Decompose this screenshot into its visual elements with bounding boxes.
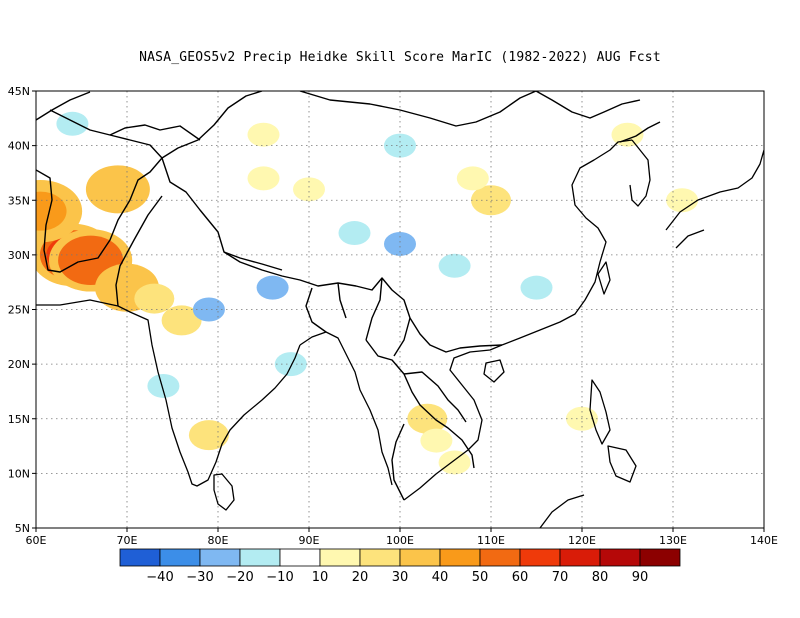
field-india-east bbox=[192, 297, 225, 322]
field-afghanistan bbox=[85, 165, 150, 214]
coastline-luzon bbox=[589, 379, 611, 445]
colorbar-swatch bbox=[319, 548, 361, 567]
lon-tick-label: 130E bbox=[659, 534, 687, 547]
colorbar-label: 60 bbox=[512, 570, 529, 585]
colorbar-label: −20 bbox=[226, 570, 253, 585]
field-south-china-2 bbox=[438, 253, 471, 278]
colorbar-swatch bbox=[239, 548, 281, 567]
coastline-philippines-south bbox=[607, 445, 637, 483]
coastline-taiwan bbox=[597, 261, 611, 295]
field-india-sw bbox=[147, 373, 180, 398]
field-india-central bbox=[161, 305, 202, 336]
coastline-india-west bbox=[36, 299, 301, 487]
lat-tick-label: 25N bbox=[8, 304, 30, 317]
colorbar-label: 40 bbox=[432, 570, 449, 585]
gridlines bbox=[36, 91, 764, 528]
field-tibet-south bbox=[338, 221, 371, 246]
colorbar-label: 10 bbox=[312, 570, 329, 585]
field-iran-east bbox=[36, 179, 83, 243]
coastline-indochina bbox=[403, 344, 503, 501]
colorbar-label: 90 bbox=[632, 570, 649, 585]
axis-ticks: 60E 70E 80E 90E 100E 110E 120E 130E 140E 5N 10N 15N… bbox=[8, 85, 778, 547]
colorbar-swatch bbox=[399, 548, 441, 567]
lat-tick-label: 20N bbox=[8, 358, 30, 371]
lon-tick-label: 70E bbox=[117, 534, 138, 547]
colorbar-label: −40 bbox=[146, 570, 173, 585]
coastline-south-china bbox=[501, 139, 633, 346]
colorbar-label: 30 bbox=[392, 570, 409, 585]
lat-tick-label: 5N bbox=[15, 522, 30, 535]
colorbar-swatch bbox=[199, 548, 241, 567]
colorbar-label: 50 bbox=[472, 570, 489, 585]
lon-tick-label: 60E bbox=[26, 534, 47, 547]
lon-tick-label: 110E bbox=[477, 534, 505, 547]
field-sichuan bbox=[384, 231, 416, 256]
lon-tick-label: 120E bbox=[568, 534, 596, 547]
political-borders bbox=[36, 91, 661, 501]
lon-tick-label: 100E bbox=[386, 534, 414, 547]
coastline-borneo bbox=[539, 494, 585, 528]
lon-tick-label: 90E bbox=[299, 534, 320, 547]
coastline-bengal bbox=[299, 331, 393, 486]
coastline-hainan bbox=[483, 359, 505, 383]
colorbar-swatch bbox=[479, 548, 521, 567]
lat-tick-label: 45N bbox=[8, 85, 30, 98]
coastline-japan bbox=[665, 149, 764, 249]
coastline-sri-lanka bbox=[213, 473, 235, 511]
field-china-north bbox=[456, 166, 489, 191]
colorbar-swatch bbox=[519, 548, 561, 567]
map-title: NASA_GEOS5v2 Precip Heidke Skill Score M… bbox=[139, 50, 661, 65]
colorbar-swatch bbox=[159, 548, 201, 567]
field-gansu bbox=[384, 133, 416, 158]
lat-tick-label: 35N bbox=[8, 194, 30, 207]
colorbar-label: 20 bbox=[352, 570, 369, 585]
colorbar-label: 70 bbox=[552, 570, 569, 585]
field-vietnam-south bbox=[438, 450, 471, 475]
colorbar: −40 −30 −20 −10 10 20 30 40 50 60 70 80 90 bbox=[119, 548, 681, 585]
colorbar-swatch bbox=[279, 548, 321, 567]
lat-tick-label: 15N bbox=[8, 413, 30, 426]
colorbar-swatch bbox=[439, 548, 481, 567]
colorbar-swatch bbox=[359, 548, 401, 567]
field-manchuria bbox=[611, 122, 644, 147]
field-south-china bbox=[520, 275, 553, 300]
coastlines bbox=[36, 139, 764, 528]
lat-tick-label: 40N bbox=[8, 140, 30, 153]
colorbar-label: −10 bbox=[266, 570, 293, 585]
field-tibet-central bbox=[293, 177, 325, 202]
field-nepal bbox=[256, 275, 289, 300]
colorbar-label: −30 bbox=[186, 570, 213, 585]
colorbar-swatch bbox=[119, 548, 161, 567]
lon-tick-label: 80E bbox=[208, 534, 229, 547]
field-tibet-west bbox=[247, 166, 280, 191]
lon-tick-label: 140E bbox=[750, 534, 778, 547]
field-india-south bbox=[188, 420, 229, 451]
colorbar-swatch bbox=[559, 548, 601, 567]
field-india-west bbox=[134, 283, 175, 314]
colorbar-swatch bbox=[639, 548, 681, 567]
colorbar-swatch bbox=[599, 548, 641, 567]
coastline-korea bbox=[629, 139, 651, 207]
field-mongolia bbox=[247, 122, 280, 147]
field-bay-bengal bbox=[274, 352, 307, 377]
lat-tick-label: 30N bbox=[8, 249, 30, 262]
colorbar-label: 80 bbox=[592, 570, 609, 585]
lat-tick-label: 10N bbox=[8, 467, 30, 480]
field-cambodia bbox=[420, 428, 453, 453]
